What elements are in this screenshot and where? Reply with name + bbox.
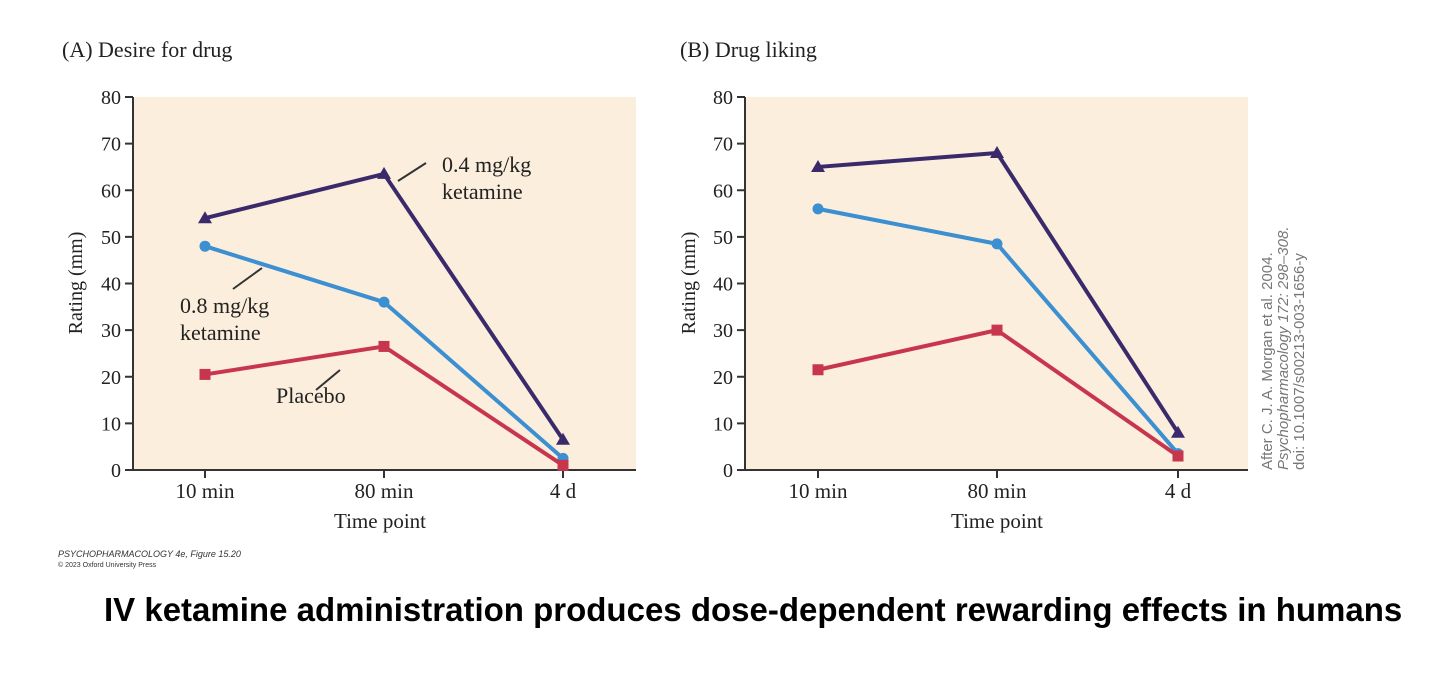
figure-credit-copyright: © 2023 Oxford University Press	[58, 562, 157, 569]
side-citation: After C. J. A. Morgan et al. 2004. Psych…	[1259, 150, 1308, 470]
y-tick-label: 10	[101, 413, 121, 435]
y-tick-label: 40	[101, 274, 121, 296]
data-point-triangle	[1171, 425, 1185, 438]
chart-title: (A) Desire for drug	[62, 37, 232, 62]
data-point-triangle	[556, 432, 570, 445]
data-point-square	[812, 364, 824, 376]
series-annotation: ketamine	[442, 179, 523, 204]
y-tick-label: 60	[713, 180, 733, 202]
y-tick-label: 50	[713, 227, 733, 249]
annotation-leader	[397, 162, 427, 182]
y-tick-label: 20	[101, 367, 121, 389]
y-tick-label: 70	[713, 134, 733, 156]
series-annotation: ketamine	[180, 320, 261, 345]
data-point-circle	[991, 238, 1003, 250]
data-point-triangle	[811, 159, 825, 172]
annotation-leader	[232, 267, 263, 290]
y-tick-label: 30	[101, 320, 121, 342]
series-annotation: Placebo	[276, 383, 346, 408]
figure-credit-source: PSYCHOPHARMACOLOGY 4e, Figure 15.20	[58, 549, 241, 559]
y-tick-label: 0	[723, 460, 733, 482]
y-tick-label: 70	[101, 134, 121, 156]
x-axis-label: Time point	[334, 509, 426, 533]
annotation-leader	[315, 369, 341, 391]
y-tick-label: 50	[101, 227, 121, 249]
side-citation-journal: Psychopharmacology 172: 298–308.	[1275, 226, 1292, 470]
x-tick-label: 10 min	[789, 479, 848, 503]
x-tick-label: 80 min	[355, 479, 414, 503]
y-tick-label: 40	[713, 274, 733, 296]
data-point-square	[199, 368, 211, 380]
chart-panel-a: 0 10 20 30 40 50 60 70 80 10 min 80 min 4 d (A) Desi…	[62, 37, 636, 533]
y-tick-label: 0	[111, 460, 121, 482]
y-tick-label: 30	[713, 320, 733, 342]
data-point-circle	[199, 240, 211, 252]
chart-panel-b: 0 10 20 30 40 50 60 70 80 10 min 80 min 4 d (B) Drug…	[678, 37, 1248, 533]
data-point-triangle	[990, 145, 1004, 158]
series-annotation: 0.8 mg/kg	[180, 293, 269, 318]
y-axis-label: Rating (mm)	[678, 232, 700, 335]
data-point-square	[991, 324, 1003, 336]
data-point-square	[1172, 450, 1184, 462]
side-citation-doi: doi: 10.1007/s00213-003-1656-y	[1291, 253, 1308, 470]
x-tick-label: 10 min	[176, 479, 235, 503]
data-point-circle	[378, 296, 390, 308]
figure-credit: PSYCHOPHARMACOLOGY 4e, Figure 15.20 © 20…	[58, 549, 241, 571]
y-axis-label: Rating (mm)	[65, 232, 87, 335]
x-tick-label: 80 min	[968, 479, 1027, 503]
y-tick-label: 80	[101, 87, 121, 109]
x-tick-label: 4 d	[1165, 479, 1192, 503]
data-point-triangle	[377, 166, 391, 179]
y-tick-label: 20	[713, 367, 733, 389]
data-point-circle	[812, 203, 824, 215]
slide-caption: IV ketamine administration produces dose…	[104, 591, 1403, 628]
x-axis-label: Time point	[951, 509, 1043, 533]
data-point-triangle	[198, 211, 212, 224]
plot-background	[133, 97, 636, 470]
y-tick-label: 60	[101, 180, 121, 202]
data-point-square	[557, 459, 569, 471]
data-point-square	[378, 340, 390, 352]
side-citation-authors: After C. J. A. Morgan et al. 2004.	[1259, 252, 1276, 470]
series-annotation: 0.4 mg/kg	[442, 152, 531, 177]
y-tick-label: 80	[713, 87, 733, 109]
x-tick-label: 4 d	[550, 479, 577, 503]
chart-title: (B) Drug liking	[680, 37, 817, 62]
y-tick-label: 10	[713, 413, 733, 435]
